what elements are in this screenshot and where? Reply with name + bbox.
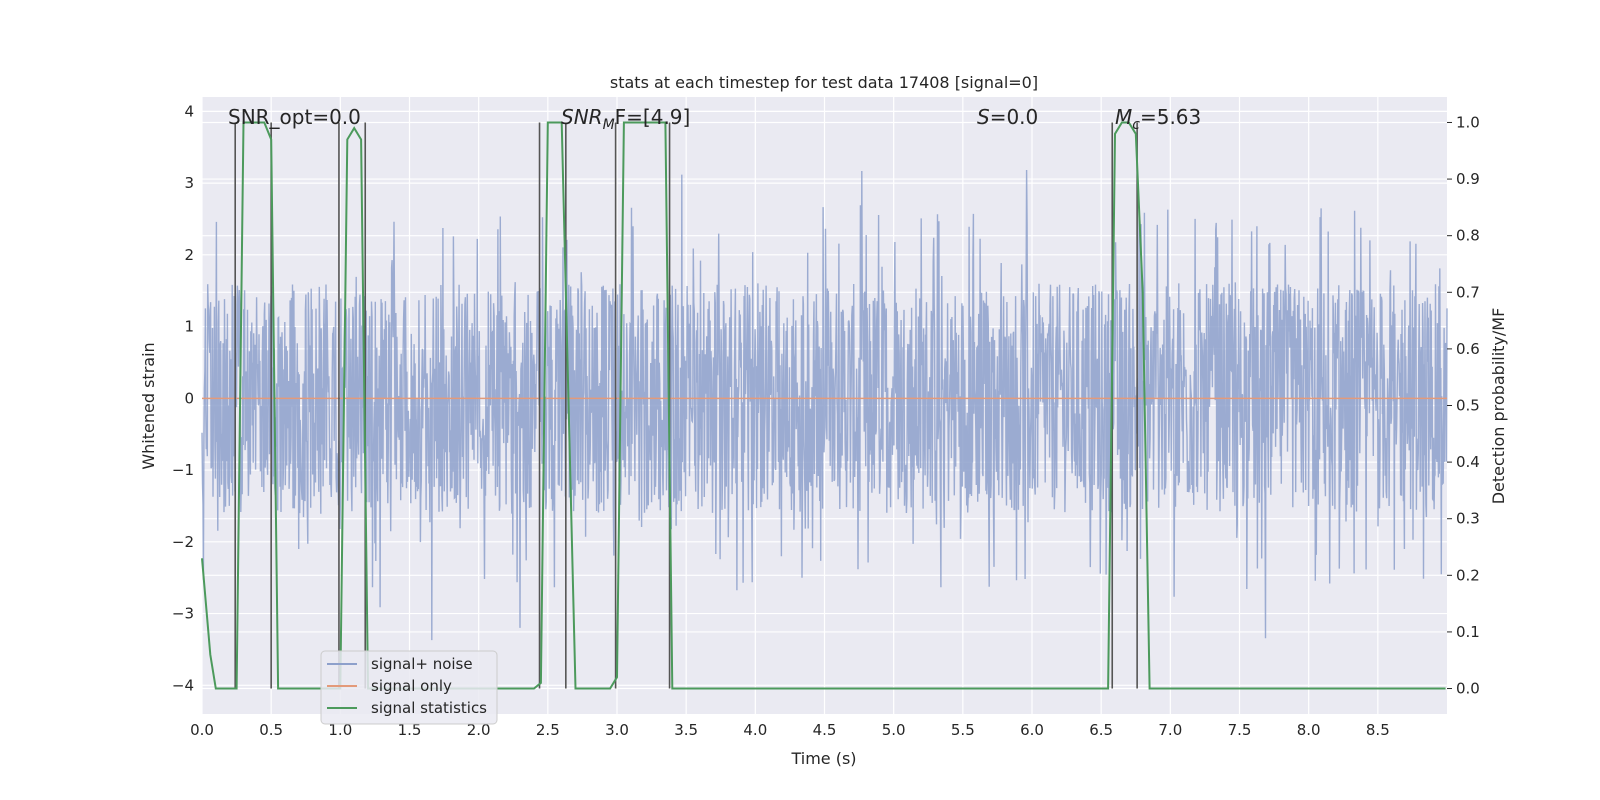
x-tick-label: 6.0 [1020,721,1044,739]
x-tick-label: 6.5 [1089,721,1113,739]
y-tick-label: 1 [184,318,194,336]
annotation-s: S=0.0 [977,105,1038,129]
x-tick-label: 7.5 [1228,721,1252,739]
x-tick-label: 4.0 [743,721,767,739]
x-tick-label: 2.5 [536,721,560,739]
x-tick-label: 5.5 [951,721,975,739]
x-axis-label: Time (s) [790,749,856,768]
tick-labels: 0.0 0.5 1.0 1.5 2.0 2.5 3.0 3.5 4.0 4.5 5.0 5.5 6.0 6… [172,102,1480,739]
y2-axis-label: Detection probability/MF [1489,308,1508,505]
signal-statistics-line [201,121,1446,690]
x-tick-label: 4.5 [813,721,837,739]
signal-statistics-series [201,121,1446,690]
y2-tick-label: 0.7 [1456,283,1480,301]
legend-label-stats: signal statistics [371,699,487,717]
x-tick-label: 0.5 [259,721,283,739]
y-axis-label: Whitened strain [139,342,158,469]
y2-tick-label: 0.6 [1456,340,1480,358]
y-tick-label: −4 [172,676,194,694]
y-tick-label: −3 [172,605,194,623]
x-tick-label: 7.0 [1158,721,1182,739]
y-tick-label: 4 [184,102,194,120]
y-tick-label: −1 [172,461,194,479]
y2-tick-label: 0.5 [1456,397,1480,415]
legend-box [320,650,498,725]
annotation-mc: Mc=5.63 [1115,105,1201,133]
legend-label-noise: signal+ noise [371,655,473,673]
legend: signal+ noise signal only signal statist… [320,650,498,725]
y2-tick-label: 0.9 [1456,170,1480,188]
y2-tick-label: 0.1 [1456,623,1480,641]
y-tick-label: 2 [184,246,194,264]
y2-tick-label: 0.8 [1456,227,1480,245]
x-tick-label: 2.0 [467,721,491,739]
y2-tick-label: 0.3 [1456,510,1480,528]
noise-trace [201,169,1448,641]
y2-tick-label: 0.0 [1456,680,1480,698]
x-tick-label: 3.0 [605,721,629,739]
y2-tick-label: 0.4 [1456,453,1480,471]
y-tick-label: 0 [184,389,194,407]
annotation-snr-mf: SNRMF=[4.9] [561,105,690,133]
y2-tick-label: 1.0 [1456,113,1480,131]
chart-title: stats at each timestep for test data 174… [610,73,1038,92]
x-tick-label: 0.0 [190,721,214,739]
annotation-snr-opt: SNR_opt=0.0 [228,105,361,129]
x-tick-label: 1.0 [328,721,352,739]
x-tick-label: 5.0 [882,721,906,739]
y-tick-label: 3 [184,174,194,192]
y-tick-label: −2 [172,533,194,551]
x-tick-label: 8.5 [1366,721,1390,739]
x-tick-label: 3.5 [674,721,698,739]
x-tick-label: 1.5 [398,721,422,739]
y2-tick-label: 0.2 [1456,566,1480,584]
x-tick-label: 8.0 [1297,721,1321,739]
legend-label-signal: signal only [371,677,452,695]
signal-noise-series [201,169,1448,641]
